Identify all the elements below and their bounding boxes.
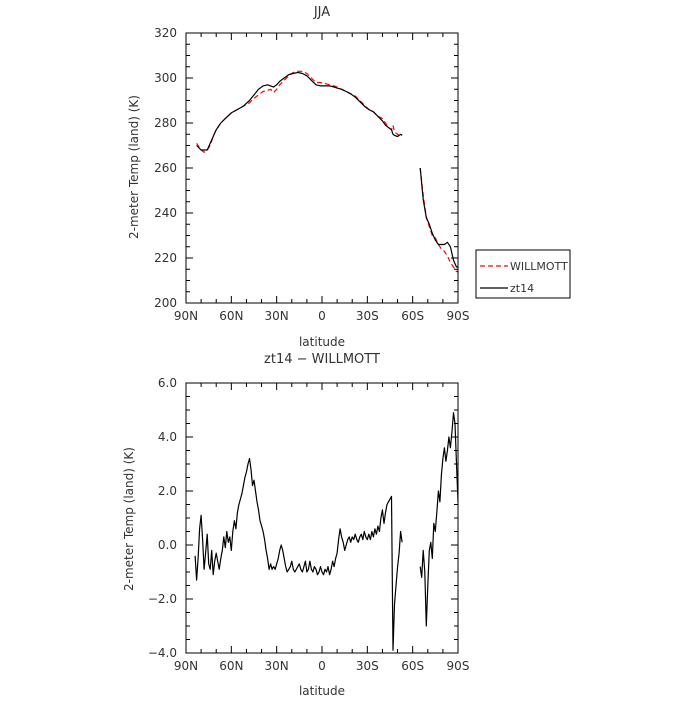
bottom-chart-y-tick-label: 4.0 xyxy=(158,430,177,444)
bottom-chart-plot: 90N 60N 30N 0 30S 60S 90S −4.0 −2.0 0.0 2.0 4.0 6.0 xyxy=(148,376,470,673)
bottom-chart-ylabel: 2-meter Temp (land) (K) xyxy=(122,447,136,591)
legend-label-zt14: zt14 xyxy=(510,282,534,295)
top-chart-y-tick-label: 220 xyxy=(154,251,177,265)
bottom-chart-series-zt14-willmott-line-2 xyxy=(419,412,459,627)
bottom-chart-title: zt14 − WILLMOTT xyxy=(264,352,380,367)
bottom-chart-y-tick-label: 2.0 xyxy=(158,484,177,498)
top-chart-title: JJA xyxy=(313,5,330,20)
top-chart-frame xyxy=(185,32,459,304)
bottom-chart-y-tick-label: −4.0 xyxy=(148,646,177,660)
bottom-chart-x-tick-label: 60N xyxy=(219,659,243,673)
bottom-chart-x-tick-label: 90S xyxy=(447,659,470,673)
bottom-chart-y-tick-label: −2.0 xyxy=(148,592,177,606)
legend-label-willmott: WILLMOTT xyxy=(510,260,568,273)
legend-box xyxy=(475,249,571,299)
top-chart-x-tick-label: 60S xyxy=(401,309,424,323)
top-chart-x-tick-label: 60N xyxy=(219,309,243,323)
top-chart-x-tick-label: 0 xyxy=(318,309,326,323)
bottom-chart-y-tick-label: 6.0 xyxy=(158,376,177,390)
top-chart-y-tick-label: 300 xyxy=(154,71,177,85)
top-chart-y-tick-label: 200 xyxy=(154,296,177,310)
bottom-chart-x-tick-label: 60S xyxy=(401,659,424,673)
top-chart-y-tick-label: 240 xyxy=(154,206,177,220)
top-chart-series-zt14-line-1 xyxy=(196,71,403,151)
bottom-chart-xlabel: latitude xyxy=(299,684,345,698)
top-chart-y-tick-label: 280 xyxy=(154,116,177,130)
bottom-chart-y-tick-label: 0.0 xyxy=(158,538,177,552)
bottom-chart-x-tick-label: 0 xyxy=(318,659,326,673)
top-chart-x-tick-label: 90S xyxy=(447,309,470,323)
top-chart-x-tick-label: 90N xyxy=(174,309,198,323)
top-chart-x-tick-label: 30N xyxy=(265,309,289,323)
bottom-chart-frame xyxy=(185,382,459,654)
top-chart-plot: 90N 60N 30N 0 30S 60S 90S 200 220 240 260 280 300 320 xyxy=(154,26,469,323)
bottom-chart-x-tick-label: 90N xyxy=(174,659,198,673)
top-chart-y-tick-label: 260 xyxy=(154,161,177,175)
top-chart-x-tick-label: 30S xyxy=(356,309,379,323)
bottom-chart-series-zt14-willmott-line-1 xyxy=(194,458,403,651)
bottom-chart-x-tick-label: 30N xyxy=(265,659,289,673)
top-chart-legend: WILLMOTT zt14 xyxy=(475,249,571,299)
top-chart-ylabel: 2-meter Temp (land) (K) xyxy=(127,95,141,239)
top-chart-y-tick-label: 320 xyxy=(154,26,177,40)
top-chart-xlabel: latitude xyxy=(299,335,345,349)
top-chart-series-willmott-line-1 xyxy=(196,70,403,153)
bottom-chart-x-tick-label: 30S xyxy=(356,659,379,673)
top-chart-series-zt14-line-2 xyxy=(419,167,458,268)
